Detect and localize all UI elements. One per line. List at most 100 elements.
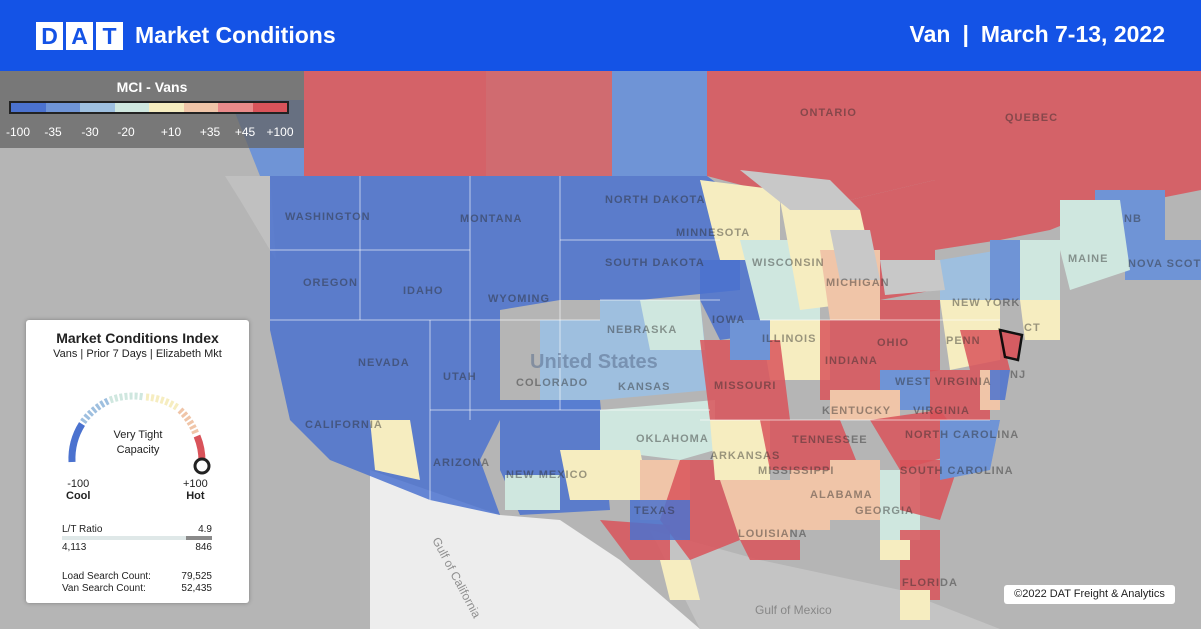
legend-tick: -100: [5, 125, 31, 139]
header-meta: Van | March 7-13, 2022: [910, 21, 1165, 48]
map-label: PENN: [946, 335, 981, 347]
market-conditions-card: Market Conditions Index Vans | Prior 7 D…: [26, 320, 249, 603]
lt-trucks: 846: [195, 542, 212, 553]
legend-tick: +45: [234, 125, 256, 139]
map-label: UTAH: [443, 371, 477, 383]
map-canvas: WASHINGTON OREGON CALIFORNIA NEVADA IDAH…: [0, 71, 1201, 629]
legend-color-scale: [9, 101, 289, 114]
map-label: NEW YORK: [952, 297, 1020, 309]
map-label: ALABAMA: [810, 489, 873, 501]
map-label-water: Gulf of Mexico: [755, 603, 832, 617]
header-separator: |: [962, 21, 969, 47]
van-search-value: 52,435: [181, 583, 212, 594]
map-label: NEBRASKA: [607, 324, 677, 336]
map-label: OHIO: [877, 337, 909, 349]
legend-tick: -30: [81, 125, 99, 139]
van-search-row: Van Search Count: 52,435: [62, 583, 212, 594]
map-label: WEST VIRGINIA: [895, 376, 992, 388]
copyright-badge: ©2022 DAT Freight & Analytics: [1004, 585, 1175, 604]
gauge-indicator: [193, 457, 211, 475]
map-label: TEXAS: [634, 505, 676, 517]
legend-title: MCI - Vans: [116, 79, 188, 95]
map-label: MICHIGAN: [826, 277, 890, 289]
map-label: CALIFORNIA: [305, 419, 383, 431]
legend-tick: +35: [199, 125, 221, 139]
van-search-label: Van Search Count:: [62, 583, 146, 594]
legend-swatch: [252, 103, 287, 112]
gauge-min-value: -100: [67, 478, 90, 490]
map-labels: WASHINGTON OREGON CALIFORNIA NEVADA IDAH…: [285, 107, 1201, 589]
legend-swatch: [218, 103, 253, 112]
logo-letter: D: [36, 22, 63, 50]
map-label: MAINE: [1068, 253, 1108, 265]
map-label: SOUTH DAKOTA: [605, 257, 705, 269]
lt-ratio-value: 4.9: [198, 524, 212, 535]
legend-tick: -20: [117, 125, 135, 139]
gauge-min: -100 Cool: [66, 478, 90, 502]
legend-swatch: [45, 103, 80, 112]
lt-loads: 4,113: [62, 542, 87, 553]
legend-ticks: -100 -35 -30 -20 +10 +35 +45 +100: [0, 125, 304, 141]
mci-gauge: [68, 392, 211, 475]
lt-ratio-bar: [62, 536, 212, 540]
map-label: NEW MEXICO: [506, 469, 588, 481]
legend-swatch: [80, 103, 115, 112]
map-label: NB: [1124, 213, 1142, 225]
map-label: NORTH CAROLINA: [905, 429, 1019, 441]
map-label-country: United States: [530, 351, 658, 373]
map-label: KENTUCKY: [822, 405, 891, 417]
map-label: MISSISSIPPI: [758, 465, 834, 477]
header-bar: D A T Market Conditions Van | March 7-13…: [0, 0, 1201, 71]
legend-swatch: [114, 103, 149, 112]
logo-letter: T: [96, 22, 123, 50]
gauge-max-label: Hot: [186, 490, 205, 502]
map-label: MONTANA: [460, 213, 522, 225]
map-label: OKLAHOMA: [636, 433, 709, 445]
map-label: NORTH DAKOTA: [605, 194, 705, 206]
map-label: WASHINGTON: [285, 211, 371, 223]
map-label: FLORIDA: [902, 577, 958, 589]
map-label: MINNESOTA: [676, 227, 750, 239]
load-search-row: Load Search Count: 79,525: [62, 571, 212, 582]
map-label: SOUTH CAROLINA: [900, 465, 1014, 477]
legend-tick: +10: [160, 125, 182, 139]
lt-ratio-label: L/T Ratio: [62, 524, 103, 535]
gauge-max: +100 Hot: [183, 478, 208, 502]
card-title: Market Conditions Index: [56, 330, 219, 346]
map-label: WISCONSIN: [752, 257, 825, 269]
map-label: NEVADA: [358, 357, 410, 369]
map-label: NOVA SCOTIA: [1128, 258, 1201, 270]
legend-tick: -35: [44, 125, 62, 139]
map-label: GEORGIA: [855, 505, 914, 517]
logo-letter: A: [66, 22, 93, 50]
market-map[interactable]: WASHINGTON OREGON CALIFORNIA NEVADA IDAH…: [0, 71, 1201, 629]
mci-legend: MCI - Vans -100 -35 -30 -20 +10 +35 +45 …: [0, 71, 304, 148]
map-label: INDIANA: [825, 355, 878, 367]
map-label: WYOMING: [488, 293, 550, 305]
card-subtitle: Vans | Prior 7 Days | Elizabeth Mkt: [53, 348, 222, 360]
page-title: Market Conditions: [135, 22, 336, 48]
gauge-max-value: +100: [183, 478, 208, 490]
load-search-label: Load Search Count:: [62, 571, 151, 582]
legend-tick: +100: [266, 125, 294, 139]
map-label: COLORADO: [516, 377, 588, 389]
map-label: ILLINOIS: [762, 333, 816, 345]
gauge-min-label: Cool: [66, 490, 91, 502]
equipment-type: Van: [909, 21, 951, 47]
load-search-value: 79,525: [181, 571, 212, 582]
legend-swatch: [183, 103, 218, 112]
map-label: MISSOURI: [714, 380, 776, 392]
map-label: VIRGINIA: [913, 405, 970, 417]
legend-swatch: [149, 103, 184, 112]
map-label: TENNESSEE: [792, 434, 868, 446]
map-label: KANSAS: [618, 381, 670, 393]
map-label: ONTARIO: [800, 107, 857, 119]
map-label: ARIZONA: [433, 457, 490, 469]
legend-swatch: [11, 103, 46, 112]
date-range: March 7-13, 2022: [980, 21, 1165, 47]
map-label: NJ: [1010, 369, 1026, 381]
map-label: ARKANSAS: [710, 450, 780, 462]
map-label: LOUISIANA: [738, 528, 808, 540]
map-label: IDAHO: [403, 285, 443, 297]
dat-logo: D A T: [36, 22, 124, 50]
